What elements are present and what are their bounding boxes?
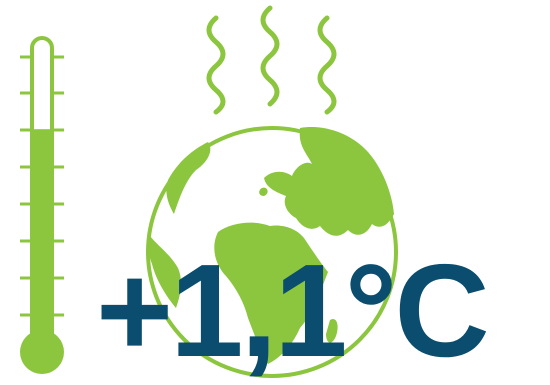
- thermometer-icon: [20, 36, 64, 374]
- heat-wave-center: [260, 5, 280, 107]
- globe-landmass-americas: [166, 142, 211, 214]
- thermometer-scale: [20, 55, 64, 317]
- globe-landmass-south-america: [148, 236, 182, 308]
- heat-wave-right: [317, 15, 337, 115]
- thermometer-mercury: [34, 129, 50, 338]
- globe-landmass-africa: [214, 222, 328, 364]
- heat-wave-left: [206, 15, 226, 115]
- thermometer-bulb: [20, 330, 64, 374]
- globe-landmass-eurasia: [264, 127, 394, 236]
- globe-landmass-madagascar: [326, 318, 338, 343]
- globe-icon: [146, 126, 398, 378]
- heat-waves-icon: [206, 5, 337, 115]
- temperature-increase-label: +1,1°C: [96, 237, 490, 384]
